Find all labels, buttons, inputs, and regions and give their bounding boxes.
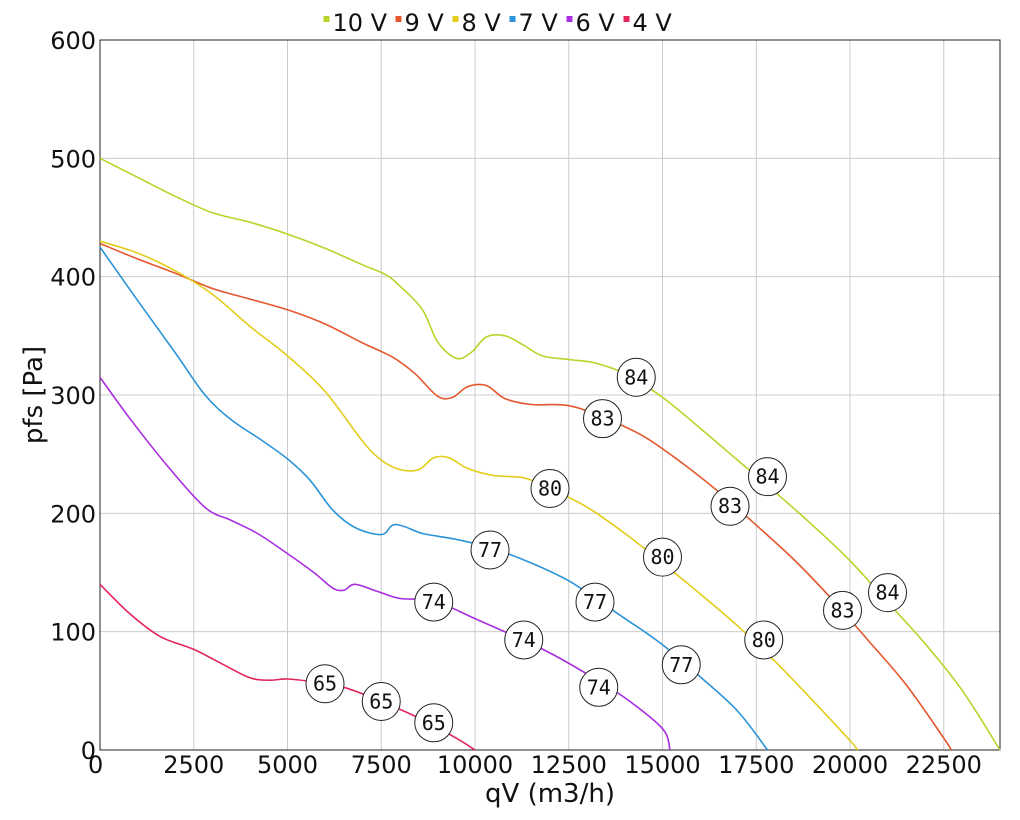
efficiency-marker-circle xyxy=(744,620,784,660)
legend-swatch xyxy=(395,16,402,22)
efficiency-marker: 65 xyxy=(305,664,345,704)
efficiency-marker-circle xyxy=(583,399,622,439)
x-tick-label: 5000 xyxy=(257,751,318,779)
efficiency-marker: 83 xyxy=(583,399,622,439)
efficiency-marker-label: 77 xyxy=(583,590,607,614)
efficiency-marker: 84 xyxy=(616,357,656,397)
x-tick-label: 17500 xyxy=(718,751,794,779)
efficiency-marker-circle xyxy=(530,468,570,508)
efficiency-marker-label: 84 xyxy=(624,365,648,389)
legend-label: 10 V xyxy=(333,9,388,37)
legend-swatch xyxy=(623,16,630,22)
efficiency-marker: 74 xyxy=(504,620,544,660)
efficiency-marker-label: 65 xyxy=(369,689,393,713)
efficiency-marker-label: 74 xyxy=(512,628,536,652)
grid xyxy=(99,39,1000,751)
efficiency-marker: 83 xyxy=(823,590,862,630)
y-tick-label: 500 xyxy=(50,145,96,173)
efficiency-marker-circle xyxy=(868,573,907,613)
legend-swatch xyxy=(509,16,516,22)
efficiency-marker-label: 84 xyxy=(875,581,899,605)
efficiency-marker: 80 xyxy=(744,620,784,660)
x-tick-label: 0 xyxy=(88,751,103,779)
efficiency-marker: 65 xyxy=(414,703,454,743)
y-tick-labels: 0 100 200 300 400 500 600 xyxy=(50,27,96,765)
efficiency-marker-circle xyxy=(661,645,701,685)
legend-label: 9 V xyxy=(405,9,445,37)
efficiency-marker: 80 xyxy=(530,468,570,508)
x-tick-label: 7500 xyxy=(351,751,412,779)
legend: 10 V 9 V 8 V 7 V 6 V 4 V xyxy=(323,9,673,37)
efficiency-marker-circle xyxy=(643,537,682,577)
efficiency-marker-circle xyxy=(710,486,750,526)
x-tick-label: 10000 xyxy=(437,751,513,779)
efficiency-marker-label: 77 xyxy=(669,653,693,677)
legend-swatch xyxy=(566,16,573,22)
legend-swatch xyxy=(323,16,330,22)
efficiency-marker-label: 74 xyxy=(422,590,446,614)
efficiency-marker: 84 xyxy=(748,457,787,497)
efficiency-marker-label: 80 xyxy=(752,628,776,652)
x-tick-label: 12500 xyxy=(531,751,607,779)
efficiency-marker-circle xyxy=(823,590,862,630)
efficiency-marker-circle xyxy=(361,681,401,721)
efficiency-marker-circle xyxy=(414,703,454,743)
efficiency-marker: 77 xyxy=(470,530,510,570)
efficiency-marker-circle xyxy=(414,582,454,622)
efficiency-marker-label: 74 xyxy=(587,675,611,699)
series-line-6v xyxy=(99,376,671,751)
efficiency-marker-circle xyxy=(579,667,619,707)
x-tick-label: 20000 xyxy=(812,751,888,779)
x-tick-label: 22500 xyxy=(906,751,982,779)
efficiency-marker-label: 80 xyxy=(650,545,674,569)
marker-layer: 84 84 84 83 83 83 80 80 80 77 77 77 74 74 74 65 65 65 xyxy=(305,357,907,743)
y-axis-title: pfs [Pa] xyxy=(19,346,49,444)
efficiency-marker: 83 xyxy=(710,486,750,526)
efficiency-marker: 77 xyxy=(575,582,615,622)
efficiency-marker-circle xyxy=(504,620,544,660)
efficiency-marker-label: 65 xyxy=(313,672,337,696)
legend-swatch xyxy=(452,16,459,22)
x-tick-label: 15000 xyxy=(624,751,700,779)
efficiency-marker: 74 xyxy=(579,667,619,707)
y-tick-label: 400 xyxy=(50,264,96,292)
efficiency-marker: 74 xyxy=(414,582,454,622)
efficiency-marker-label: 77 xyxy=(478,538,502,562)
series-line-9v xyxy=(99,242,952,751)
efficiency-marker-label: 65 xyxy=(422,711,446,735)
series-line-7v xyxy=(99,246,769,751)
efficiency-marker-circle xyxy=(305,664,345,704)
series-line-8v xyxy=(99,240,859,751)
y-tick-label: 300 xyxy=(50,382,96,410)
x-tick-labels: 0 2500 5000 7500 10000 12500 15000 17500 20000 22… xyxy=(88,751,982,779)
y-tick-label: 200 xyxy=(50,500,96,528)
efficiency-marker-label: 80 xyxy=(538,476,562,500)
efficiency-marker-circle xyxy=(748,457,787,497)
efficiency-marker: 84 xyxy=(868,573,907,613)
plot-frame xyxy=(99,39,1001,751)
series-line-10v xyxy=(99,157,1001,751)
efficiency-marker-circle xyxy=(470,530,510,570)
efficiency-marker-circle xyxy=(575,582,615,622)
efficiency-marker: 65 xyxy=(361,681,401,721)
legend-label: 8 V xyxy=(462,9,502,37)
efficiency-marker: 80 xyxy=(643,537,682,577)
efficiency-marker-label: 84 xyxy=(755,465,779,489)
efficiency-marker-label: 83 xyxy=(830,598,854,622)
y-tick-label: 600 xyxy=(50,27,96,55)
legend-label: 7 V xyxy=(519,9,559,37)
efficiency-marker-circle xyxy=(616,357,656,397)
efficiency-marker-label: 83 xyxy=(718,494,742,518)
efficiency-marker-label: 83 xyxy=(590,407,614,431)
legend-label: 6 V xyxy=(576,9,616,37)
y-tick-label: 100 xyxy=(50,619,96,647)
y-tick-label: 0 xyxy=(81,737,96,765)
legend-label: 4 V xyxy=(633,9,673,37)
series-layer xyxy=(99,157,1001,751)
x-tick-label: 2500 xyxy=(163,751,224,779)
x-axis-title: qV (m3/h) xyxy=(485,779,615,809)
efficiency-marker: 77 xyxy=(661,645,701,685)
